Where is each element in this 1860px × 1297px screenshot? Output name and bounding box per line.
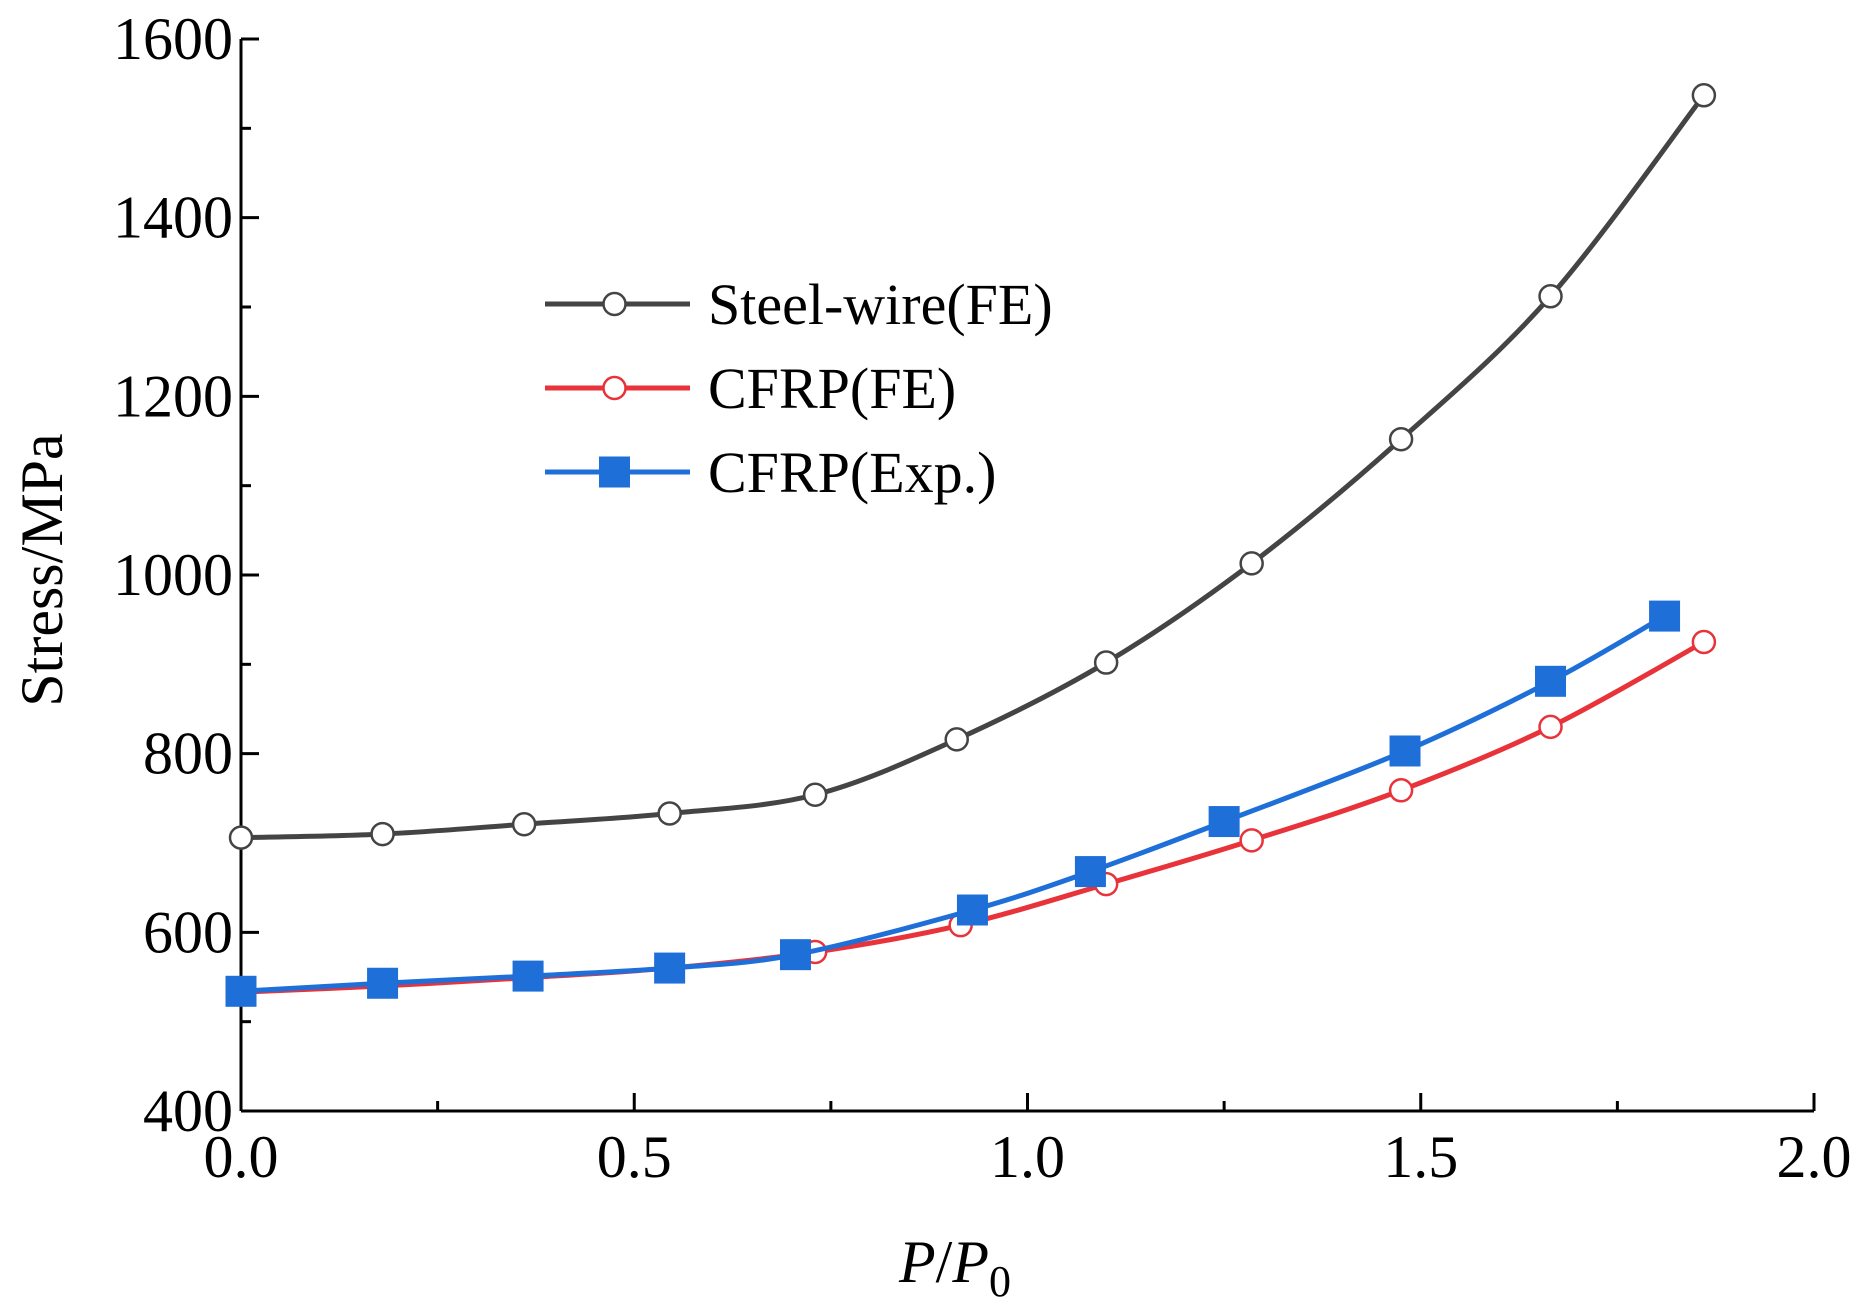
data-point bbox=[956, 894, 988, 926]
data-point bbox=[1649, 600, 1681, 632]
y-axis-title: Stress/MPa bbox=[9, 433, 75, 706]
series-line bbox=[238, 92, 1707, 841]
legend-item: CFRP(FE) bbox=[545, 356, 956, 421]
legend-label: Steel-wire(FE) bbox=[708, 272, 1053, 337]
data-point bbox=[1389, 735, 1421, 767]
x-axis-title-slash: / bbox=[936, 1229, 953, 1295]
data-point bbox=[1388, 426, 1414, 452]
y-tick-label: 1400 bbox=[113, 185, 233, 251]
series-line bbox=[238, 639, 1707, 995]
y-tick-label: 800 bbox=[143, 721, 233, 787]
y-tick-label: 1200 bbox=[113, 363, 233, 429]
data-point bbox=[512, 960, 544, 992]
legend-swatch-marker bbox=[602, 291, 627, 317]
data-point bbox=[1093, 650, 1119, 675]
data-point bbox=[1535, 665, 1567, 697]
data-point bbox=[802, 782, 828, 808]
data-point bbox=[225, 975, 257, 1007]
x-axis-title-subscript: 0 bbox=[989, 1257, 1011, 1297]
data-point bbox=[367, 967, 399, 999]
x-tick-label: 2.0 bbox=[1777, 1124, 1852, 1190]
x-axis-title-denominator: P bbox=[951, 1229, 989, 1295]
legend-swatch-marker bbox=[602, 375, 627, 401]
x-axis-title: P/P0 bbox=[898, 1229, 1011, 1297]
legend: Steel-wire(FE) CFRP(FE) CFRP(Exp.) bbox=[545, 272, 1053, 505]
data-point bbox=[944, 727, 969, 752]
data-point bbox=[1074, 856, 1106, 888]
data-point bbox=[1538, 714, 1563, 740]
y-tick-label: 1000 bbox=[113, 542, 233, 608]
data-point bbox=[1538, 284, 1563, 309]
x-tick-label: 0.0 bbox=[204, 1124, 279, 1190]
data-point bbox=[228, 825, 254, 850]
data-point bbox=[1691, 629, 1717, 655]
data-point bbox=[370, 821, 395, 847]
data-point bbox=[657, 801, 682, 826]
legend-label: CFRP(Exp.) bbox=[708, 440, 996, 505]
legend-label: CFRP(FE) bbox=[708, 356, 956, 421]
x-axis-title-numerator: P bbox=[898, 1229, 936, 1295]
data-point bbox=[1388, 778, 1414, 803]
series-1 bbox=[228, 629, 1717, 1005]
data-point bbox=[1208, 806, 1240, 838]
legend-swatch-marker bbox=[599, 456, 630, 488]
y-tick-label: 1600 bbox=[113, 6, 233, 72]
data-point bbox=[779, 939, 811, 971]
x-tick-label: 1.5 bbox=[1383, 1124, 1458, 1190]
legend-item: CFRP(Exp.) bbox=[545, 440, 996, 505]
data-point bbox=[1239, 551, 1264, 576]
series-line bbox=[238, 613, 1668, 994]
x-tick-label: 1.0 bbox=[990, 1124, 1065, 1190]
axes: 400 600 800 1000 1200 1400 1600 0.0 0.5 1.0 1.5 2.0 bbox=[113, 6, 1852, 1190]
series-2 bbox=[225, 600, 1681, 1007]
data-point bbox=[511, 811, 537, 837]
series-0 bbox=[228, 83, 1717, 850]
y-tick-label: 400 bbox=[143, 1078, 233, 1144]
data-point bbox=[654, 952, 686, 984]
x-tick-label: 0.5 bbox=[597, 1124, 672, 1190]
y-tick-label: 600 bbox=[143, 899, 233, 965]
series-layer bbox=[225, 83, 1717, 1007]
data-point bbox=[1239, 828, 1264, 853]
data-point bbox=[1691, 83, 1717, 108]
legend-item: Steel-wire(FE) bbox=[545, 272, 1053, 337]
